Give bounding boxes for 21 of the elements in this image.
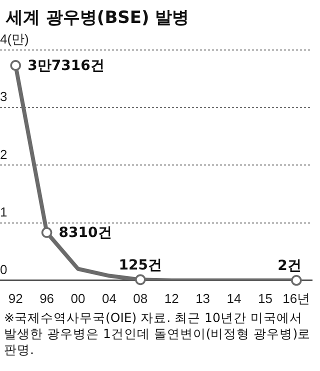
y-tick-label: 4(만) [0,32,29,47]
y-tick-label: 2 [0,146,8,162]
annotation: 8310건 [58,225,112,242]
x-tick-label: 15 [258,290,272,306]
annotation: 125건 [118,257,162,274]
chart-title: 세계 광우병(BSE) 발병 [4,7,190,30]
x-tick-label: 14 [226,290,242,306]
x-tick-label: 96 [40,290,54,306]
x-tick-label: 13 [196,290,210,306]
x-tick-label: 08 [133,290,148,306]
y-tick-label: 0 [0,262,8,277]
x-tick-label: 92 [8,290,23,306]
x-tick-label: 00 [70,290,86,306]
y-tick-label: 1 [0,204,8,220]
x-tick-label: 16년 [282,290,310,306]
y-tick-label: 3 [0,89,8,104]
text: ※국제수역사무국(OIE) 자료. 최근 10년간 미국에서 발생한 광우병은 1건인데 돌연변이(비정형 광우병)로 판명. [3,310,312,358]
annotation: 2건 [278,258,302,274]
x-tick-label: 04 [102,290,116,306]
annotation: 3만7316건 [28,58,104,74]
x-tick-label: 12 [164,290,179,306]
